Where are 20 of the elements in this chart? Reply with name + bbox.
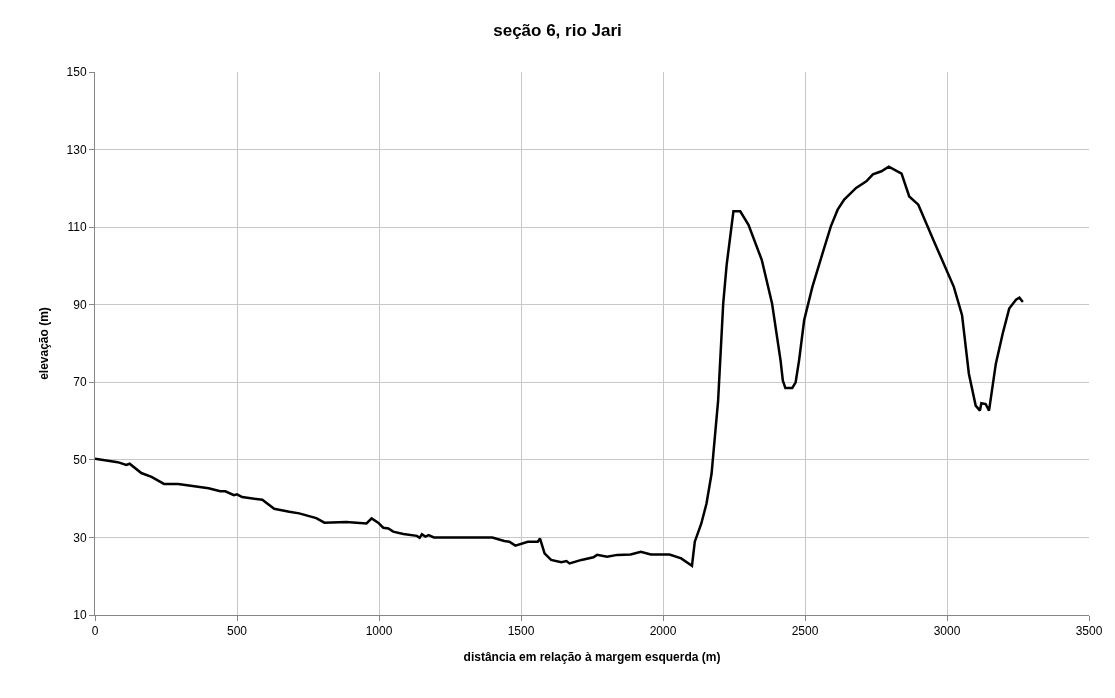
x-tick-label: 1500 — [507, 624, 535, 639]
x-tick-label: 2500 — [791, 624, 819, 639]
y-tick-label: 150 — [66, 65, 87, 80]
y-tick-label: 70 — [73, 375, 87, 390]
y-tick-label: 130 — [66, 142, 87, 157]
x-tick-label: 1000 — [365, 624, 393, 639]
chart-title: seção 6, rio Jari — [493, 21, 622, 41]
y-tick-label: 110 — [67, 220, 87, 235]
x-tick-label: 3000 — [933, 624, 961, 639]
x-tick-label: 500 — [226, 624, 248, 639]
y-axis-title: elevação (m) — [36, 307, 51, 380]
y-tick-label: 30 — [73, 530, 87, 545]
x-tick-label: 2000 — [649, 624, 677, 639]
x-axis-title: distância em relação à margem esquerda (m) — [463, 650, 721, 665]
x-tick-label: 0 — [91, 624, 99, 639]
y-tick-label: 90 — [73, 297, 87, 312]
y-tick-label: 10 — [73, 608, 87, 623]
line-series — [95, 165, 1025, 567]
y-tick-label: 50 — [73, 453, 87, 468]
x-tick-label: 3500 — [1075, 624, 1103, 639]
